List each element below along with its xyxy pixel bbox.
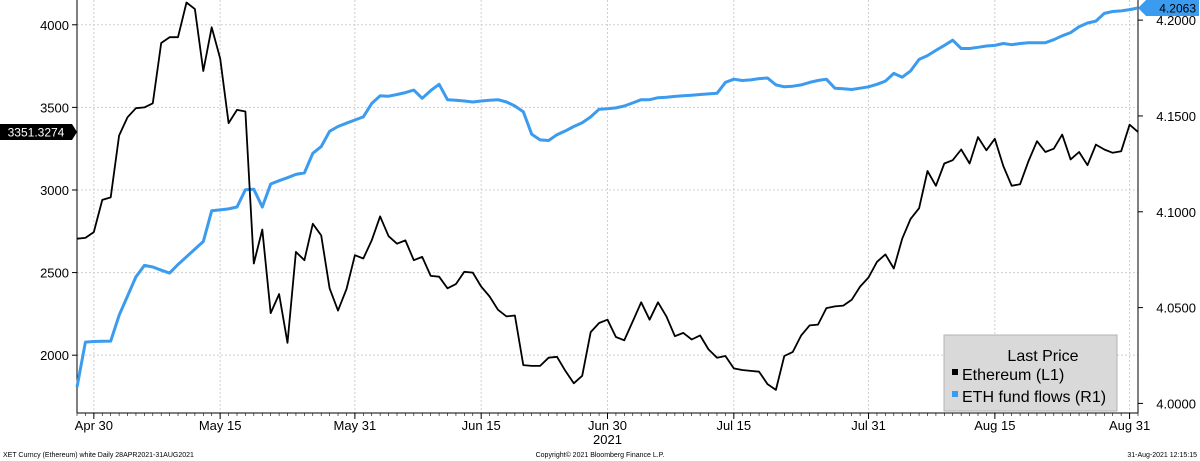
legend-label-fund-flows: ETH fund flows (R1) xyxy=(962,389,1106,406)
x-year-label: 2021 xyxy=(593,432,622,447)
legend-box xyxy=(943,334,1118,412)
right-tick-label: 4.0500 xyxy=(1156,301,1196,316)
legend: Last Price Ethereum (L1) ETH fund flows … xyxy=(943,334,1118,412)
right-tick-label: 4.1500 xyxy=(1156,109,1196,124)
x-tick-label: Jun 15 xyxy=(462,418,501,433)
left-tick-label: 2000 xyxy=(40,348,69,363)
left-last-value-tag: 3351.3274 xyxy=(0,123,77,140)
right-last-value-tag: 4.2063 xyxy=(1138,0,1199,17)
footer-right: 31-Aug-2021 12:15:15 xyxy=(1127,452,1197,459)
x-tick-label: Jun 30 xyxy=(588,418,627,433)
x-tick-label: Aug 31 xyxy=(1109,418,1150,433)
x-tick-label: Aug 15 xyxy=(974,418,1015,433)
last-value-tags: 3351.3274 4.2063 xyxy=(0,0,1199,140)
legend-swatch-fund-flows xyxy=(952,391,958,397)
left-tick-label: 3500 xyxy=(40,100,69,115)
right-tick-label: 4.0000 xyxy=(1156,396,1196,411)
x-tick-label: May 31 xyxy=(334,418,377,433)
footer-center: Copyright© 2021 Bloomberg Finance L.P. xyxy=(536,451,665,459)
right-tick-label: 4.2000 xyxy=(1156,13,1196,28)
left-tick-label: 3000 xyxy=(40,183,69,198)
series-lines xyxy=(75,1,1139,391)
right-tag-text: 4.2063 xyxy=(1159,2,1196,16)
left-tag-bg xyxy=(0,123,77,140)
ethereum-price-line xyxy=(76,1,1139,391)
right-tag-bg xyxy=(1138,0,1199,17)
legend-label-ethereum: Ethereum (L1) xyxy=(962,367,1064,384)
legend-swatch-ethereum xyxy=(952,369,958,375)
x-tick-label: Jul 31 xyxy=(851,418,886,433)
footer: XET Curncy (Ethereum) white Daily 28APR2… xyxy=(3,451,1197,459)
eth-fund-flows-line xyxy=(75,6,1139,388)
footer-left: XET Curncy (Ethereum) white Daily 28APR2… xyxy=(3,452,194,459)
x-tick-label: Jul 15 xyxy=(716,418,751,433)
x-tick-label: May 15 xyxy=(199,418,242,433)
left-tick-label: 4000 xyxy=(40,18,69,33)
legend-title: Last Price xyxy=(1007,348,1078,365)
x-tick-label: Apr 30 xyxy=(75,418,113,433)
left-tag-text: 3351.3274 xyxy=(8,125,65,139)
right-tick-label: 4.1000 xyxy=(1156,205,1196,220)
left-tick-label: 2500 xyxy=(40,266,69,281)
axes: Apr 30 May 15 May 31 Jun 15 Jun 30 Jul 15 Jul … xyxy=(40,0,1196,447)
